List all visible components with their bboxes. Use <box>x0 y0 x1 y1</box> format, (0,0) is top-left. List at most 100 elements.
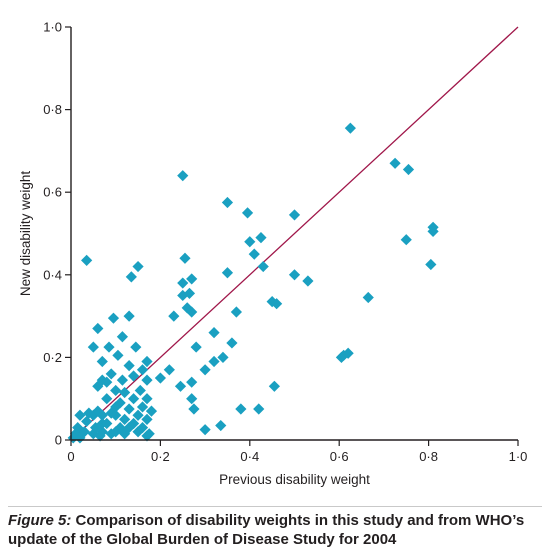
data-point <box>268 380 280 392</box>
data-point <box>116 331 129 343</box>
data-point <box>132 260 144 273</box>
data-point <box>143 428 155 440</box>
data-point <box>168 310 180 322</box>
data-point <box>127 393 140 405</box>
data-point <box>123 360 135 372</box>
y-axis-title: New disability weight <box>18 171 33 297</box>
data-point <box>114 397 126 409</box>
caption-text: Comparison of disability weights in this… <box>8 512 525 548</box>
data-point <box>188 403 200 415</box>
data-point <box>101 393 113 405</box>
data-point <box>181 302 193 314</box>
y-tick-label: 0·2 <box>43 350 62 365</box>
data-point <box>110 384 122 397</box>
data-point <box>78 426 91 438</box>
data-point <box>96 355 108 368</box>
data-point <box>217 351 229 363</box>
data-point <box>141 393 153 405</box>
data-point <box>208 355 220 368</box>
data-point <box>123 403 135 415</box>
data-point <box>427 221 439 233</box>
data-point <box>141 355 153 368</box>
data-point <box>83 407 95 419</box>
data-point <box>87 409 99 421</box>
data-point <box>81 254 93 266</box>
data-point <box>105 368 117 380</box>
x-tick-label: 0·8 <box>419 449 438 464</box>
figure-caption: Figure 5: Comparison of disability weigh… <box>8 511 546 549</box>
data-point <box>72 422 84 434</box>
data-point <box>425 258 437 271</box>
data-point <box>362 291 374 304</box>
data-point <box>87 341 99 353</box>
data-point <box>199 364 211 376</box>
data-point <box>177 277 189 289</box>
data-point <box>125 271 137 283</box>
data-point <box>389 157 401 169</box>
data-point <box>302 275 314 287</box>
data-point <box>266 296 278 308</box>
data-point <box>221 196 234 209</box>
data-point <box>141 413 153 425</box>
data-point <box>215 419 227 432</box>
data-point <box>119 386 131 399</box>
data-point <box>134 384 146 397</box>
data-point <box>248 248 260 260</box>
data-point <box>253 403 265 415</box>
data-point <box>103 341 115 353</box>
x-tick-label: 0·4 <box>240 449 259 464</box>
data-point <box>342 347 354 359</box>
data-point <box>235 403 247 415</box>
data-point <box>119 413 131 425</box>
data-point <box>288 269 301 281</box>
data-point <box>244 236 256 248</box>
x-tick-label: 0 <box>67 449 74 464</box>
x-axis-title: Previous disability weight <box>219 472 370 487</box>
data-point <box>114 422 126 434</box>
data-point <box>226 337 238 349</box>
data-point <box>92 405 104 417</box>
figure-label: Figure 5: <box>8 512 72 529</box>
data-point <box>257 260 269 273</box>
data-point <box>92 322 104 335</box>
data-point <box>96 426 108 438</box>
data-point <box>190 341 202 353</box>
identity-line <box>70 26 519 441</box>
data-point <box>288 209 301 221</box>
data-point <box>112 349 124 361</box>
data-point <box>402 163 415 176</box>
y-tick-label: 0·8 <box>43 102 62 117</box>
data-point <box>96 374 108 386</box>
y-tick-label: 1·0 <box>43 20 62 35</box>
data-point <box>163 364 175 376</box>
data-point <box>81 415 93 428</box>
data-point <box>105 407 117 419</box>
data-point <box>107 312 120 324</box>
x-tick-label: 1·0 <box>509 449 528 464</box>
data-point <box>208 327 220 339</box>
caption-divider <box>8 506 542 507</box>
data-point <box>186 273 198 285</box>
data-point <box>230 306 242 318</box>
data-point <box>110 401 122 413</box>
data-point <box>136 422 149 434</box>
data-point <box>186 376 198 388</box>
data-point <box>221 267 234 279</box>
data-point <box>101 417 113 430</box>
data-point <box>177 289 189 302</box>
data-point <box>130 341 142 353</box>
y-tick-label: 0·4 <box>43 267 62 282</box>
data-point <box>186 393 198 405</box>
y-tick-label: 0 <box>55 433 62 448</box>
x-tick-label: 0·2 <box>151 449 170 464</box>
data-point <box>132 409 144 421</box>
data-point <box>110 409 122 421</box>
data-point <box>101 376 113 388</box>
data-point <box>255 232 267 244</box>
data-point <box>271 298 283 310</box>
data-point <box>344 122 356 134</box>
data-point <box>154 372 166 384</box>
data-point <box>145 405 158 417</box>
data-point <box>136 364 149 376</box>
